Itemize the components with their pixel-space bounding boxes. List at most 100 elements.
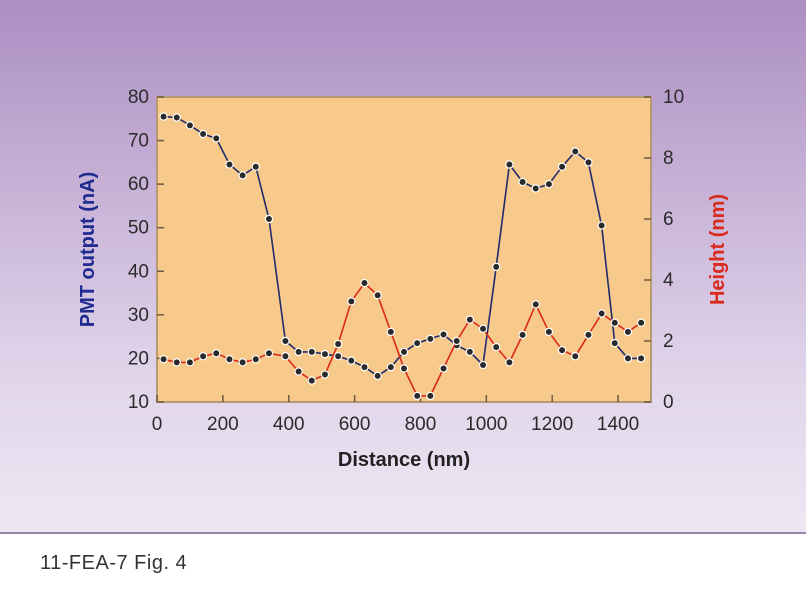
height-data-point	[225, 355, 234, 364]
x-tick-label: 600	[339, 414, 371, 435]
pmt-data-point	[544, 179, 554, 189]
height-data-point	[597, 309, 606, 318]
height-data-point	[571, 352, 580, 361]
pmt-data-point	[518, 177, 527, 187]
height-data-point	[452, 336, 461, 346]
height-data-point	[320, 370, 330, 379]
height-data-point	[518, 330, 527, 340]
pmt-data-point	[212, 134, 221, 143]
panel-divider	[0, 532, 806, 534]
pmt-data-point	[571, 147, 580, 156]
pmt-data-point	[159, 112, 168, 121]
left-tick-label: 70	[128, 131, 149, 152]
height-data-point	[544, 327, 554, 337]
pmt-data-point	[584, 158, 593, 167]
right-tick-label: 6	[663, 209, 674, 230]
pmt-data-point	[439, 330, 448, 339]
x-axis-title: Distance (nm)	[338, 449, 470, 471]
height-data-point	[557, 345, 567, 355]
x-tick-label: 0	[152, 414, 163, 435]
pmt-data-point	[373, 371, 382, 381]
pmt-data-point	[225, 160, 234, 169]
left-tick-label: 40	[128, 261, 149, 282]
height-data-point	[198, 352, 208, 361]
height-data-point	[531, 300, 540, 309]
pmt-data-point	[636, 354, 646, 363]
height-data-point	[251, 355, 260, 364]
height-data-point	[412, 391, 422, 401]
x-tick-label: 1400	[597, 414, 639, 435]
height-data-point	[360, 278, 369, 288]
left-tick-label: 60	[128, 174, 149, 195]
height-data-point	[281, 352, 290, 361]
pmt-data-point	[426, 334, 435, 344]
height-data-point	[172, 358, 181, 367]
pmt-data-point	[386, 362, 396, 372]
x-tick-label: 1200	[531, 414, 573, 435]
right-tick-label: 0	[663, 392, 674, 413]
height-data-point	[212, 349, 221, 358]
pmt-data-point	[251, 162, 260, 171]
pmt-data-point	[597, 221, 606, 230]
height-data-point	[465, 315, 475, 324]
height-data-point	[623, 327, 633, 337]
pmt-data-point	[531, 184, 540, 193]
pmt-data-point	[412, 338, 422, 348]
pmt-data-point	[505, 160, 514, 169]
x-tick-label: 400	[273, 414, 305, 435]
x-tick-label: 200	[207, 414, 239, 435]
pmt-data-point	[264, 214, 274, 224]
left-tick-label: 50	[128, 218, 149, 239]
right-tick-label: 8	[663, 148, 674, 169]
right-axis-ticks: 0 2 4 6 8 10	[644, 87, 684, 413]
x-axis-ticks: 0 200 400 600 800 1000 1200 1400	[152, 395, 639, 435]
pmt-data-point	[465, 347, 475, 357]
pmt-data-point	[294, 347, 303, 357]
left-tick-label: 10	[128, 392, 149, 413]
height-data-point	[333, 339, 343, 349]
pmt-data-point	[478, 360, 488, 370]
height-data-point	[426, 391, 435, 401]
pmt-data-point	[623, 354, 633, 363]
height-data-point	[307, 376, 316, 385]
pmt-data-point	[399, 347, 409, 357]
height-data-point	[399, 364, 409, 373]
height-data-point	[185, 358, 195, 367]
pmt-data-point	[307, 347, 316, 357]
x-tick-label: 1000	[465, 414, 507, 435]
height-data-point	[478, 324, 488, 333]
pmt-data-point	[185, 121, 195, 130]
height-data-point	[492, 342, 501, 352]
pmt-data-point	[172, 113, 181, 122]
height-data-point	[159, 355, 168, 364]
height-data-point	[238, 358, 247, 367]
left-axis-title: PMT output (nA)	[77, 172, 99, 328]
pmt-data-point	[333, 352, 343, 361]
pmt-data-point	[198, 129, 208, 139]
left-tick-label: 80	[128, 87, 149, 108]
right-tick-label: 2	[663, 331, 674, 352]
height-data-point	[264, 349, 274, 358]
pmt-data-point	[557, 162, 567, 171]
left-axis-ticks: 10 20 30 40 50 60 70 80	[128, 87, 164, 413]
pmt-data-point	[360, 362, 369, 372]
pmt-data-point	[492, 262, 501, 272]
height-data-point	[439, 364, 448, 373]
height-data-point	[386, 327, 396, 337]
pmt-data-point	[320, 349, 330, 359]
height-data-point	[294, 367, 303, 376]
chart-svg: 10 20 30 40 50 60 70 80 0 2 4 6 8 10 0 200 400 600 800 10…	[77, 87, 729, 471]
height-data-point	[610, 318, 619, 327]
height-data-point	[505, 358, 514, 367]
right-tick-label: 4	[663, 270, 674, 291]
height-data-point	[584, 330, 593, 340]
pmt-data-point	[281, 336, 290, 346]
pmt-data-point	[610, 338, 619, 348]
x-tick-label: 800	[405, 414, 437, 435]
right-axis-title: Height (nm)	[707, 194, 729, 305]
left-tick-label: 20	[128, 348, 149, 369]
pmt-data-point	[238, 171, 247, 180]
height-data-point	[373, 291, 382, 300]
right-tick-label: 10	[663, 87, 684, 108]
height-data-point	[347, 297, 356, 306]
